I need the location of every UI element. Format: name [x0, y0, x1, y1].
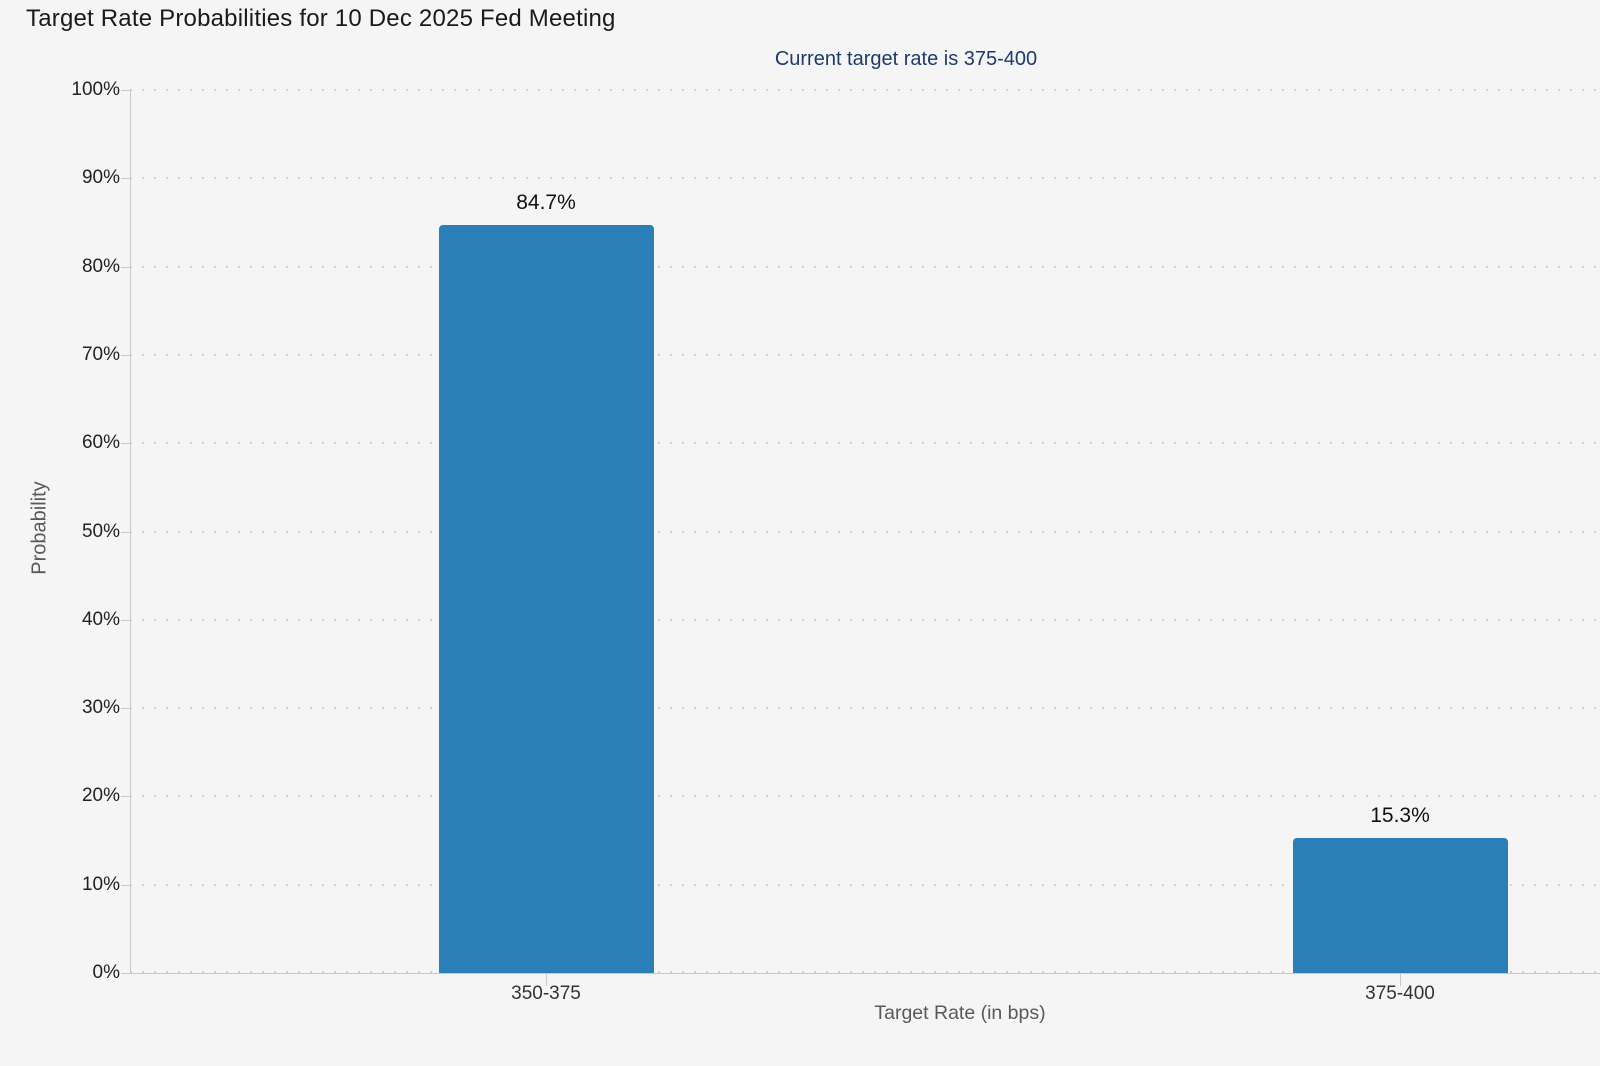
gridline: [130, 971, 1600, 973]
y-tick-label: 10%: [81, 873, 120, 895]
bar-375-400[interactable]: [1292, 837, 1508, 973]
bar-350-375[interactable]: [438, 225, 654, 973]
y-tick-label: 30%: [81, 697, 120, 719]
y-tick-mark: [121, 90, 130, 91]
x-category-label: 375-400: [1365, 983, 1435, 1004]
y-tick-label: 60%: [81, 432, 120, 454]
gridline: [130, 618, 1600, 621]
y-axis-line: [130, 90, 131, 973]
y-tick-label: 0%: [92, 962, 120, 984]
gridline: [130, 795, 1600, 798]
y-tick-mark: [121, 443, 130, 445]
y-tick-mark: [121, 796, 130, 798]
y-tick-label: 20%: [81, 785, 120, 807]
y-tick-mark: [121, 266, 130, 268]
gridline: [130, 883, 1600, 886]
y-tick-label: 70%: [81, 344, 120, 366]
chart-title: Target Rate Probabilities for 10 Dec 202…: [26, 5, 616, 32]
x-category-label: 350-375: [511, 983, 581, 1004]
y-tick-mark: [121, 884, 130, 886]
x-axis-title: Target Rate (in bps): [874, 1002, 1046, 1024]
y-tick-mark: [121, 973, 130, 974]
x-axis-line: [130, 973, 1600, 974]
y-tick-mark: [121, 178, 130, 180]
gridline: [130, 265, 1600, 268]
gridline: [130, 707, 1600, 710]
y-tick-label: 40%: [81, 608, 120, 630]
y-tick-mark: [121, 708, 130, 710]
gridline: [130, 89, 1600, 91]
gridline: [130, 177, 1600, 180]
y-tick-mark: [121, 354, 130, 356]
bar-value-label: 84.7%: [516, 191, 576, 215]
x-tick-mark: [546, 973, 547, 986]
gridline: [130, 442, 1600, 445]
x-tick-mark: [1400, 973, 1401, 986]
y-tick-label: 100%: [71, 79, 120, 101]
bar-value-label: 15.3%: [1370, 803, 1430, 827]
y-tick-label: 80%: [81, 255, 120, 277]
gridline: [130, 530, 1600, 533]
gridline: [130, 353, 1600, 356]
y-tick-label: 90%: [81, 167, 120, 189]
y-tick-mark: [121, 619, 130, 621]
y-tick-label: 50%: [81, 520, 120, 542]
chart-subtitle: Current target rate is 375-400: [774, 48, 1038, 70]
y-tick-mark: [121, 531, 130, 533]
